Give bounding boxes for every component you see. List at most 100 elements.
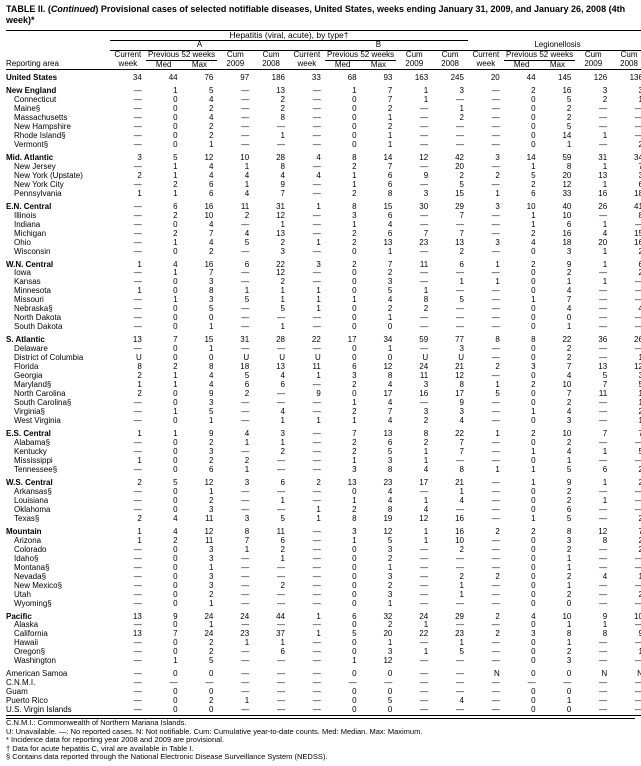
cell: — [110,141,146,150]
cell: 8 [361,190,397,199]
row-label: Tennessee§ [6,466,110,475]
cell: 0 [504,323,540,332]
cell: — [432,666,468,679]
table-row: West Virginia—01—111424—03—1 [6,417,641,426]
cell: 8 [396,426,432,439]
cell: 14 [504,150,540,163]
cell: — [611,621,641,630]
cell: 6 [575,466,611,475]
cell: 1 [611,417,641,426]
cell: 0 [504,706,540,715]
cell: 31 [217,332,253,345]
cell: 12 [361,657,397,666]
cell: 0 [504,657,540,666]
cell: 4 [217,426,253,439]
cell: 20 [468,70,504,83]
cell: 0 [504,666,540,679]
cell: 4 [146,257,182,270]
cell: 2 [611,537,641,546]
cell: 0 [325,706,361,715]
table-row: South Dakota—01—1—00———01—— [6,323,641,332]
cell: 13 [325,475,361,488]
hdr-l-c08: Cum 2008 [611,50,641,70]
cell: — [575,417,611,426]
cell: — [217,83,253,96]
table-row: Oklahoma—03——1284——06—— [6,506,641,515]
cell: 3 [575,83,611,96]
cell: 11 [182,515,218,524]
col-group-a: A [110,40,289,50]
cell: — [611,296,641,305]
cell: — [575,657,611,666]
cell: 3 [540,417,576,426]
cell: 6 [325,609,361,622]
table-row: New Jersey—1418—27—20—1817 [6,163,641,172]
row-label: Idaho§ [6,555,110,564]
row-label: Louisiana [6,497,110,506]
table-row: Massachusetts—04—8—01—2—02—— [6,114,641,123]
table-row: New Hampshire—02———02———05—— [6,123,641,132]
row-label: Wyoming§ [6,600,110,609]
cell: 68 [325,70,361,83]
cell: 2 [504,257,540,270]
cell: 26 [611,332,641,345]
cell: — [217,141,253,150]
cell: 3 [540,657,576,666]
cell: 1 [289,609,325,622]
cell: 16 [432,515,468,524]
cell: — [432,600,468,609]
col-group-leg: Legionellosis [468,40,641,50]
cell: 7 [611,426,641,439]
cell: 3 [396,190,432,199]
cell: — [110,323,146,332]
table-row: New England—15—13—1713—21633 [6,83,641,96]
table-row: Guam—00———00———00—— [6,688,641,697]
cell: 2 [611,475,641,488]
cell: 1 [146,83,182,96]
cell: 1 [468,466,504,475]
row-label: New Mexico§ [6,582,110,591]
cell: — [110,417,146,426]
table-row: E.S. Central11943—713822121077 [6,426,641,439]
table-row: Illinois—210212—36—7—110—8 [6,212,641,221]
table-row: Arkansas§—01———04—1—02—— [6,488,641,497]
table-row: Wisconsin—02—3—01—2—0312 [6,248,641,257]
cell: 18 [611,190,641,199]
cell: — [468,248,504,257]
cell: 163 [396,70,432,83]
cell: 7 [611,524,641,537]
cell: 4 [217,190,253,199]
cell: — [575,323,611,332]
table-row: Missouri—135111485—17—— [6,296,641,305]
cell: — [468,515,504,524]
cell: 24 [182,609,218,622]
table-row: Wyoming§—01———01———00—— [6,600,641,609]
table-row: American Samoa—00———00——N00NN [6,666,641,679]
cell: 28 [253,332,289,345]
cell: — [611,323,641,332]
hdr-b-max: Max [361,60,397,70]
data-table: Hepatitis (viral, acute), by type† A B L… [6,30,641,716]
row-label: E.N. Central [6,199,110,212]
cell: 5 [182,657,218,666]
row-label: South Carolina§ [6,399,110,408]
cell: 7 [253,190,289,199]
table-row: Kentucky—03—2—2517—1415 [6,448,641,457]
cell: — [396,600,432,609]
row-label: S. Atlantic [6,332,110,345]
row-label: Utah [6,591,110,600]
cell: 16 [575,190,611,199]
table-row: Montana§—01———01———01—— [6,564,641,573]
cell: 1 [253,323,289,332]
cell: — [110,706,146,715]
cell: 0 [325,600,361,609]
cell: 6 [146,199,182,212]
cell: 34 [110,70,146,83]
cell: 5 [182,83,218,96]
cell: 245 [432,70,468,83]
cell: 1 [611,399,641,408]
row-label: California [6,630,110,639]
cell: 1 [396,524,432,537]
row-label: Missouri [6,296,110,305]
cell: 1 [110,426,146,439]
